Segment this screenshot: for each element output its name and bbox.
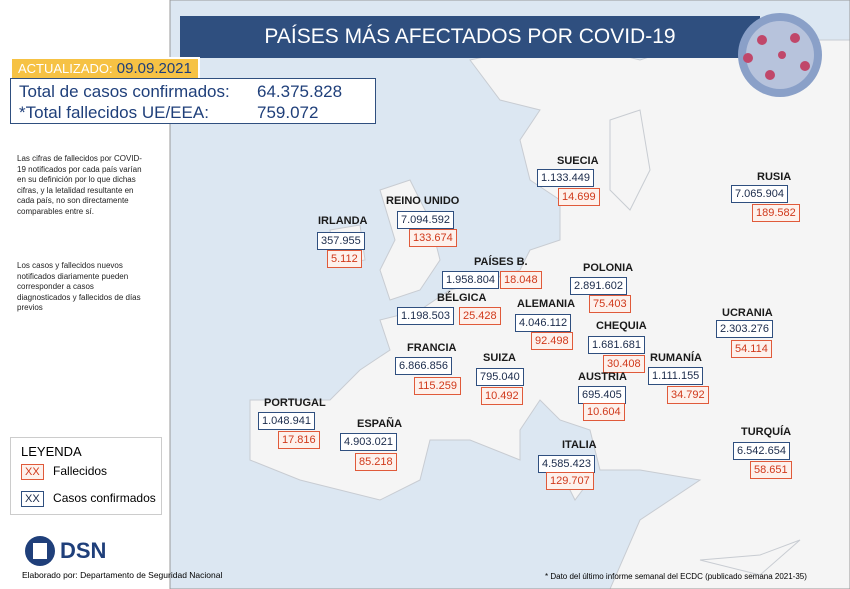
country-name: RUMANÍA bbox=[650, 352, 702, 364]
legend-label: Casos confirmados bbox=[53, 491, 156, 505]
cases-box: 4.046.112 bbox=[515, 314, 572, 332]
cases-box: 1.133.449 bbox=[537, 169, 594, 187]
deaths-box: 10.604 bbox=[583, 403, 625, 421]
cases-box: 695.405 bbox=[578, 386, 626, 404]
cases-box: 1.198.503 bbox=[397, 307, 454, 325]
country-name: RUSIA bbox=[757, 171, 792, 183]
cases-box: 2.891.602 bbox=[570, 277, 627, 295]
deaths-box: 189.582 bbox=[752, 204, 800, 222]
country-name: PORTUGAL bbox=[264, 397, 326, 409]
country-name: SUIZA bbox=[483, 352, 516, 364]
total-value: 64.375.828 bbox=[257, 82, 343, 101]
country-name: TURQUÍA bbox=[741, 426, 792, 438]
credit: Elaborado por: Departamento de Seguridad… bbox=[22, 570, 223, 580]
deaths-box: 133.674 bbox=[409, 229, 457, 247]
virus-icon bbox=[738, 13, 822, 97]
cases-box: 1.048.941 bbox=[258, 412, 315, 430]
deaths-box: 75.403 bbox=[589, 295, 631, 313]
total-label: *Total fallecidos UE/EEA: bbox=[19, 103, 209, 122]
deaths-box: 14.699 bbox=[558, 188, 600, 206]
update-badge: ACTUALIZADO: 09.09.2021 bbox=[10, 57, 200, 80]
title: PAÍSES MÁS AFECTADOS POR COVID-19 bbox=[264, 25, 676, 48]
country-name: IRLANDA bbox=[318, 215, 368, 227]
total-value: 759.072 bbox=[257, 103, 319, 122]
deaths-box: 25.428 bbox=[459, 307, 501, 325]
deaths-box: 34.792 bbox=[667, 386, 709, 404]
deaths-box: 5.112 bbox=[327, 250, 362, 268]
legend-title: LEYENDA bbox=[21, 444, 82, 459]
deaths-box: 85.218 bbox=[355, 453, 397, 471]
note: Los casos y fallecidos nuevos notificado… bbox=[17, 261, 141, 312]
total-label: Total de casos confirmados: bbox=[19, 82, 230, 101]
deaths-box: 115.259 bbox=[414, 377, 461, 395]
cases-box: 357.955 bbox=[317, 232, 365, 250]
note: Las cifras de fallecidos por COVID-19 no… bbox=[17, 154, 142, 216]
country-name: UCRANIA bbox=[722, 307, 773, 319]
legend: LEYENDA XX Fallecidos XX Casos confirmad… bbox=[10, 437, 162, 515]
country-name: AUSTRIA bbox=[578, 371, 627, 383]
legend-item: XX Fallecidos bbox=[21, 464, 108, 480]
update-label: ACTUALIZADO: bbox=[18, 61, 113, 76]
country-name: CHEQUIA bbox=[596, 320, 647, 332]
legend-symbol: XX bbox=[21, 491, 44, 507]
cases-box: 1.681.681 bbox=[588, 336, 645, 354]
cases-box: 7.065.904 bbox=[731, 185, 788, 203]
country-name: FRANCIA bbox=[407, 342, 457, 354]
cases-box: 1.958.804 bbox=[442, 271, 499, 289]
cases-box: 4.585.423 bbox=[538, 455, 595, 473]
deaths-box: 129.707 bbox=[546, 472, 594, 490]
cases-box: 2.303.276 bbox=[716, 320, 773, 338]
totals-box: Total de casos confirmados: 64.375.828 *To… bbox=[10, 78, 376, 124]
deaths-box: 58.651 bbox=[750, 461, 792, 479]
legend-item: XX Casos confirmados bbox=[21, 491, 156, 507]
cases-box: 795.040 bbox=[476, 368, 524, 386]
cases-box: 4.903.021 bbox=[340, 433, 397, 451]
deaths-box: 10.492 bbox=[481, 387, 523, 405]
cases-box: 6.866.856 bbox=[395, 357, 452, 375]
update-date: 09.09.2021 bbox=[116, 60, 192, 77]
cases-box: 6.542.654 bbox=[733, 442, 790, 460]
source: * Dato del último informe semanal del EC… bbox=[545, 572, 807, 581]
deaths-box: 18.048 bbox=[500, 271, 542, 289]
logo-text: DSN bbox=[60, 538, 107, 563]
deaths-box: 30.408 bbox=[603, 355, 645, 373]
title-banner bbox=[180, 16, 760, 58]
cases-box: 1.111.155 bbox=[648, 367, 704, 385]
legend-label: Fallecidos bbox=[53, 464, 108, 478]
dsn-logo bbox=[25, 536, 55, 566]
country-name: PAÍSES B. bbox=[474, 256, 528, 268]
country-name: ALEMANIA bbox=[517, 298, 576, 310]
country-name: ESPAÑA bbox=[357, 418, 403, 430]
legend-symbol: XX bbox=[21, 464, 44, 480]
deaths-box: 17.816 bbox=[278, 431, 320, 449]
country-name: SUECIA bbox=[557, 155, 599, 167]
deaths-box: 92.498 bbox=[531, 332, 573, 350]
cases-box: 7.094.592 bbox=[397, 211, 454, 229]
country-name: POLONIA bbox=[583, 262, 634, 274]
frame bbox=[169, 0, 850, 589]
country-name: REINO UNIDO bbox=[386, 195, 460, 207]
country-name: ITALIA bbox=[562, 439, 597, 451]
deaths-box: 54.114 bbox=[731, 340, 772, 358]
country-name: BÉLGICA bbox=[437, 292, 487, 304]
